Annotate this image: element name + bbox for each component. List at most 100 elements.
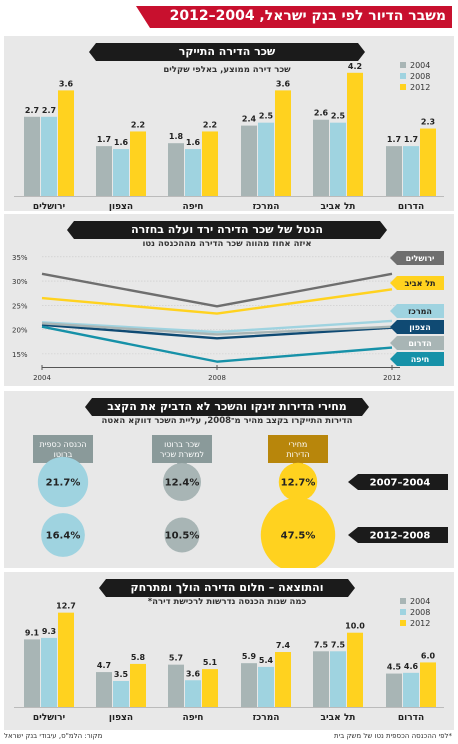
years-income-bar: [403, 672, 419, 707]
rent-price-legend-swatch: [400, 84, 406, 90]
years-income-bar: [41, 637, 57, 707]
period-arrow: [348, 527, 448, 543]
section-rent-burden-header: הנטל של שכר הדירה ירד ועלה בחזרה: [67, 221, 387, 239]
years-income-bar-label: 4.5: [387, 663, 402, 672]
years-income-bar-label: 9.3: [42, 627, 56, 636]
rent-price-bar: [24, 116, 40, 196]
rent-burden-series-tag: [390, 251, 444, 265]
years-income-bar: [313, 651, 329, 707]
section-prices-header: מחירי הדירות זינקו והשכר לא הדביק את הקצ…: [85, 398, 369, 416]
years-income-bar: [258, 666, 274, 707]
rent-price-bar: [202, 131, 218, 196]
rent-price-bar: [185, 149, 201, 196]
rent-burden-series-label: ירושלים: [406, 254, 435, 263]
years-income-legend-swatch: [400, 598, 406, 604]
section-rent-burden-subtitle: איזה אחוז מהווה שכר הדירה מההכנסה נטו: [142, 239, 312, 249]
rent-burden-y-tick: 35%: [12, 254, 28, 262]
rent-burden-series-line: [41, 323, 393, 340]
rent-burden-y-tick: 30%: [12, 278, 28, 286]
rent-burden-series-label: חיפה: [411, 355, 430, 364]
page-title: משבר הדיור לפי בנק ישראל, 2004–2012: [169, 8, 446, 24]
rent-burden-y-tick: 25%: [12, 302, 28, 310]
rent-price-bar: [130, 131, 146, 196]
rent-burden-series-line: [41, 325, 393, 363]
years-income-bar-label: 4.6: [404, 662, 419, 671]
rent-price-bar-label: 3.6: [59, 79, 74, 88]
years-income-bar-label: 12.7: [56, 602, 76, 611]
metric-value: 12.4%: [165, 478, 200, 489]
years-income-bar: [24, 639, 40, 707]
title-banner: משבר הדיור לפי בנק ישראל, 2004–2012: [136, 6, 452, 28]
years-income-bar: [96, 672, 112, 707]
metric-value: 10.5%: [165, 531, 200, 542]
rent-price-bar: [386, 146, 402, 196]
years-income-bar-label: 10.0: [345, 622, 365, 631]
metric-value: 12.7%: [281, 478, 316, 489]
rent-price-bar-label: 2.7: [25, 106, 39, 115]
years-income-legend-label: 2012: [410, 619, 430, 628]
period-arrow: [348, 474, 448, 490]
rent-price-bar-label: 2.5: [259, 112, 274, 121]
years-income-bar: [420, 662, 436, 707]
rent-price-legend-label: 2008: [410, 72, 430, 81]
rent-price-bar-label: 2.7: [42, 106, 56, 115]
section-years-subtitle: כמה שנות הכנסה נדרשות לרכישת דירה*: [147, 597, 307, 607]
years-income-bar-label: 5.1: [203, 658, 218, 667]
metric-bubble: [260, 497, 336, 568]
rent-burden-series-line: [41, 322, 393, 336]
rent-price-bar: [241, 125, 257, 196]
years-income-category-label: הדרום: [398, 713, 424, 723]
metric-label-box: [152, 435, 212, 463]
rent-price-bar: [258, 122, 274, 196]
rent-price-bar-label: 2.3: [421, 118, 435, 127]
years-income-category-label: הצפון: [109, 713, 133, 723]
years-income-category-label: המרכז: [253, 713, 280, 723]
metric-bubble: [162, 462, 202, 502]
section-years-header: והתוצאה – חלום הדירה הולך ומתרחק: [99, 579, 355, 597]
metric-bubble: [41, 513, 85, 557]
years-income-bar: [330, 651, 346, 707]
rent-burden-series-label: הדרום: [408, 339, 431, 348]
source-note: מקור: הלמ"ס, עיבודי בנק ישראל: [4, 732, 103, 740]
years-income-bar-label: 7.4: [276, 641, 291, 650]
section-rent-price-subtitle: שכר דירה ממוצע, באלפי שקלים: [163, 65, 291, 75]
rent-price-bar: [168, 143, 184, 196]
years-income-category-label: תל אביב: [321, 713, 356, 723]
metric-label-text: ברוטו: [54, 450, 73, 459]
rent-price-legend-label: 2012: [410, 83, 430, 92]
panel-rent-burden: [4, 214, 454, 386]
years-of-income-chart: 9.1 9.3 12.7 ירושלים 4.73.55.8 הצפון 5.73.65.1…: [14, 597, 444, 723]
rent-price-legend-label: 2004: [410, 61, 430, 70]
metric-value: 21.7%: [46, 478, 81, 489]
rent-burden-chart: 15% 20% 25% 30% 35% 2004 2008 2012 ירושלים תל אבי…: [12, 251, 444, 382]
metric-label-text: הכנסה כספית: [39, 440, 86, 449]
years-income-bar: [275, 652, 291, 707]
rent-burden-y-tick: 15%: [12, 351, 28, 359]
rent-burden-series-tag: [390, 336, 444, 350]
years-income-bar-label: 9.1: [25, 628, 40, 637]
metric-label-box: [268, 435, 328, 463]
rent-burden-series-tag: [390, 352, 444, 366]
metric-bubble: [278, 462, 318, 502]
years-income-bar: [58, 612, 74, 707]
metric-bubble: [37, 456, 89, 508]
rent-price-bar: [403, 146, 419, 196]
years-income-bar-label: 7.5: [314, 640, 329, 649]
panel-rent-price: [4, 36, 454, 211]
years-income-bar: [202, 669, 218, 707]
title-banner-notch: [136, 6, 150, 28]
rent-price-bar: [313, 119, 329, 196]
rent-price-bar: [41, 116, 57, 196]
rent-burden-series-label: הצפון: [409, 323, 430, 332]
rent-price-bar: [347, 72, 363, 196]
rent-price-bar-label: 2.2: [131, 120, 145, 129]
metric-value: 16.4%: [46, 531, 81, 542]
years-income-bar-label: 6.0: [421, 651, 436, 660]
section-rent-price-header: שכר הדירה התייקר: [89, 43, 365, 61]
rent-price-bar-label: 4.2: [348, 62, 362, 71]
years-income-bar-label: 5.7: [169, 654, 183, 663]
rent-price-bar: [96, 146, 112, 196]
rent-burden-y-tick: 20%: [12, 327, 28, 335]
years-income-bar: [168, 664, 184, 707]
years-income-bar-label: 5.8: [131, 653, 146, 662]
